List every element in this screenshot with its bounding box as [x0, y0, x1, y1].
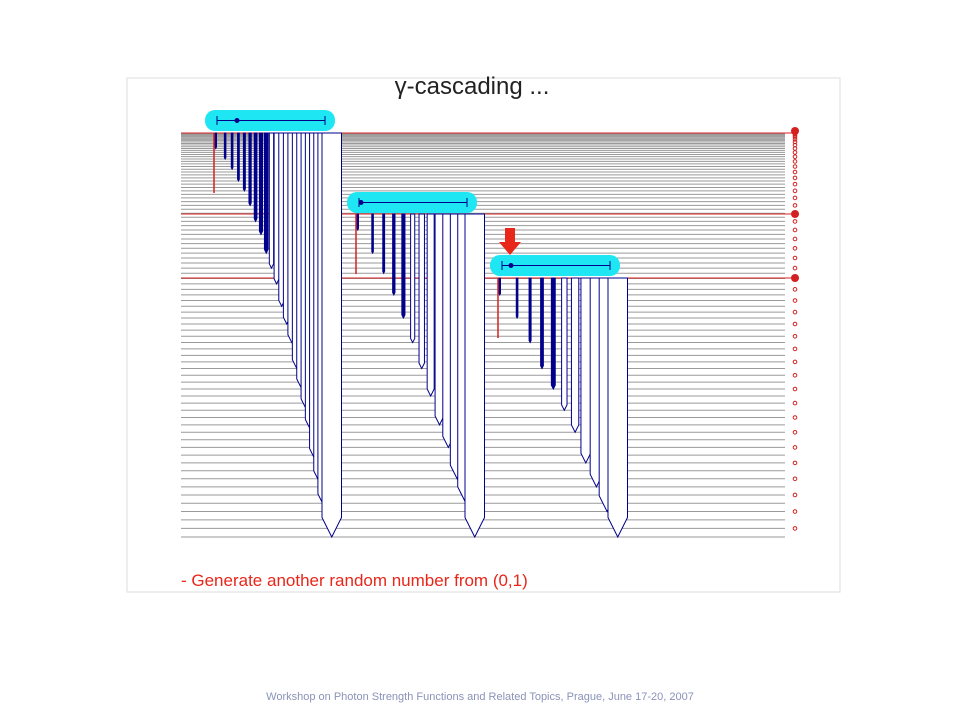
level-dot	[792, 245, 798, 251]
transition	[263, 132, 269, 255]
level-dot	[792, 492, 798, 498]
level-dot	[792, 159, 798, 164]
transition	[248, 132, 252, 207]
transition	[253, 132, 258, 223]
level-dot	[792, 164, 798, 169]
transition	[498, 277, 501, 297]
transition	[356, 213, 359, 232]
transition	[464, 213, 485, 539]
transition	[392, 213, 396, 297]
random-point	[234, 118, 240, 123]
level-dots	[791, 127, 799, 531]
level-dot	[792, 476, 798, 482]
transition	[580, 277, 592, 465]
transition	[223, 132, 227, 161]
transition	[570, 277, 580, 434]
transition	[214, 132, 217, 150]
transition	[230, 132, 234, 171]
arrow	[499, 228, 521, 255]
level-dot	[792, 195, 798, 201]
title: γ-cascading ...	[395, 73, 550, 100]
level-dot	[792, 346, 798, 352]
transition	[268, 132, 275, 270]
level-dot	[792, 509, 798, 514]
transitions	[213, 132, 628, 539]
level-dot	[792, 188, 798, 194]
level-dot	[792, 203, 798, 208]
level-dot	[792, 219, 798, 224]
level-dot	[792, 372, 798, 378]
level-dot	[792, 400, 798, 406]
transition	[607, 277, 628, 539]
level-dot	[792, 445, 798, 450]
level-dot	[792, 333, 798, 339]
level-dot	[792, 265, 798, 271]
bullet: - Generate another random number from (0…	[181, 571, 528, 590]
transition	[382, 213, 386, 275]
active-dot	[791, 210, 799, 218]
level-dot	[792, 309, 798, 315]
level-dot	[792, 298, 798, 303]
transition	[237, 132, 240, 183]
level-dot	[792, 386, 798, 392]
transition	[371, 213, 374, 255]
level-dot	[792, 429, 798, 435]
level-dot	[792, 139, 798, 145]
level-dot	[792, 359, 798, 365]
transition	[426, 213, 435, 398]
transition	[401, 213, 406, 320]
level-dot	[792, 255, 798, 261]
level-dot	[792, 526, 798, 531]
transition	[258, 132, 264, 236]
level-dot	[792, 415, 798, 420]
transition	[273, 132, 280, 286]
active-dot	[791, 274, 799, 282]
level-dot	[792, 236, 798, 242]
level-dot	[792, 321, 798, 327]
transition	[515, 277, 519, 320]
transition	[528, 277, 532, 344]
transition	[561, 277, 568, 412]
level-dot	[792, 227, 798, 233]
transition	[321, 132, 342, 539]
random-point	[358, 200, 364, 205]
transition	[550, 277, 556, 391]
active-dot	[791, 127, 799, 135]
level-dot	[792, 287, 798, 292]
level-dot	[792, 169, 798, 175]
random-bars	[205, 110, 620, 276]
level-dot	[792, 150, 798, 155]
random-point	[508, 263, 514, 268]
level-dot	[792, 154, 798, 159]
transition	[540, 277, 544, 370]
transition	[242, 132, 246, 192]
footer: Workshop on Photon Strength Functions an…	[266, 691, 694, 703]
level-dot	[792, 137, 798, 142]
level-dot	[792, 175, 798, 181]
level-dot	[792, 134, 798, 140]
level-dot	[792, 181, 798, 187]
level-dot	[792, 460, 798, 466]
transition	[418, 213, 425, 370]
transition	[410, 213, 416, 344]
